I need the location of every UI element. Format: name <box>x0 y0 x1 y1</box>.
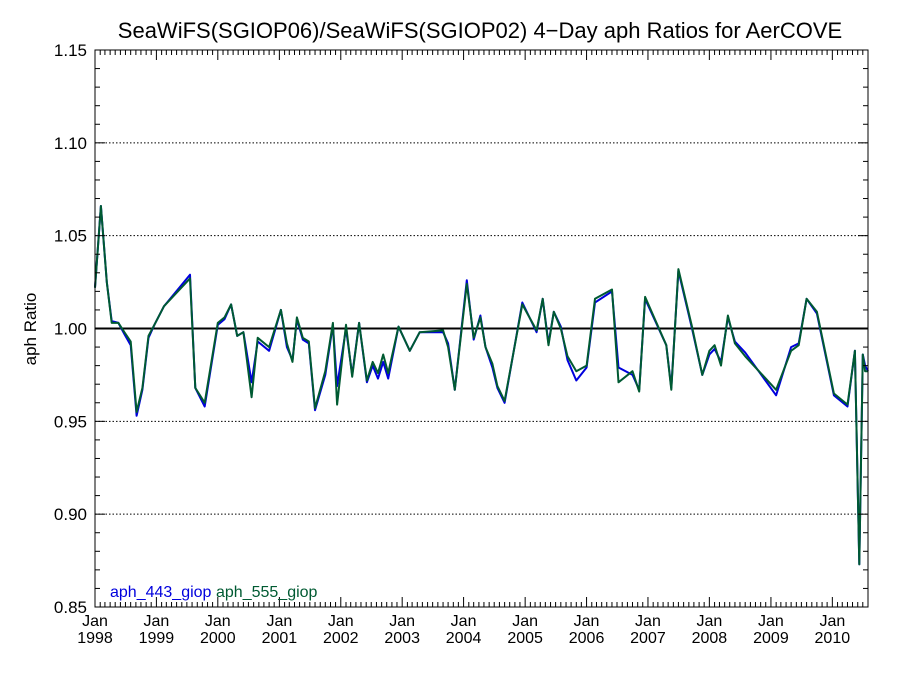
x-tick-month: Jan <box>635 613 661 630</box>
legend: aph_443_giop aph_555_giop <box>110 584 318 601</box>
y-tick-label: 1.10 <box>54 134 87 153</box>
y-tick-label: 1.15 <box>54 41 87 60</box>
x-tick-month: Jan <box>696 613 722 630</box>
x-tick-month: Jan <box>328 613 354 630</box>
x-tick-year: 2009 <box>753 630 789 647</box>
legend-entry-aph-555-giop: aph_555_giop <box>216 584 318 601</box>
x-tick-month: Jan <box>389 613 415 630</box>
y-tick-label: 0.85 <box>54 598 87 617</box>
x-tick-month: Jan <box>512 613 538 630</box>
x-tick-year: 2002 <box>323 630 359 647</box>
x-tick-year: 2007 <box>630 630 666 647</box>
x-tick-month: Jan <box>144 613 170 630</box>
y-tick-label: 1.05 <box>54 227 87 246</box>
y-axis-label: aph Ratio <box>21 293 40 366</box>
x-tick-labels: Jan1998Jan1999Jan2000Jan2001Jan2002Jan20… <box>77 613 850 647</box>
x-tick-year: 1999 <box>139 630 175 647</box>
x-tick-month: Jan <box>266 613 292 630</box>
chart-title: SeaWiFS(SGIOP06)/SeaWiFS(SGIOP02) 4−Day … <box>118 18 842 43</box>
series-line-aph-555-giop <box>94 205 868 566</box>
x-tick-year: 2003 <box>384 630 420 647</box>
x-tick-year: 2004 <box>446 630 482 647</box>
series-lines <box>94 205 869 566</box>
series-line-aph-443-giop <box>94 205 869 566</box>
x-tick-month: Jan <box>758 613 784 630</box>
x-tick-month: Jan <box>451 613 477 630</box>
x-tick-year: 2001 <box>262 630 298 647</box>
x-tick-year: 2000 <box>200 630 236 647</box>
axis-ticks <box>94 49 869 608</box>
x-tick-year: 1998 <box>77 630 113 647</box>
x-tick-month: Jan <box>819 613 845 630</box>
x-tick-year: 2005 <box>507 630 543 647</box>
x-tick-month: Jan <box>82 613 108 630</box>
y-tick-labels: 0.85 0.90 0.95 1.00 1.05 1.10 1.15 <box>54 41 87 617</box>
x-tick-month: Jan <box>574 613 600 630</box>
x-tick-year: 2010 <box>815 630 851 647</box>
y-tick-label: 0.95 <box>54 412 87 431</box>
y-tick-label: 1.00 <box>54 320 87 339</box>
x-tick-year: 2008 <box>692 630 728 647</box>
x-tick-month: Jan <box>205 613 231 630</box>
x-tick-year: 2006 <box>569 630 605 647</box>
y-tick-label: 0.90 <box>54 505 87 524</box>
legend-entry-aph-443-giop: aph_443_giop <box>110 584 212 601</box>
